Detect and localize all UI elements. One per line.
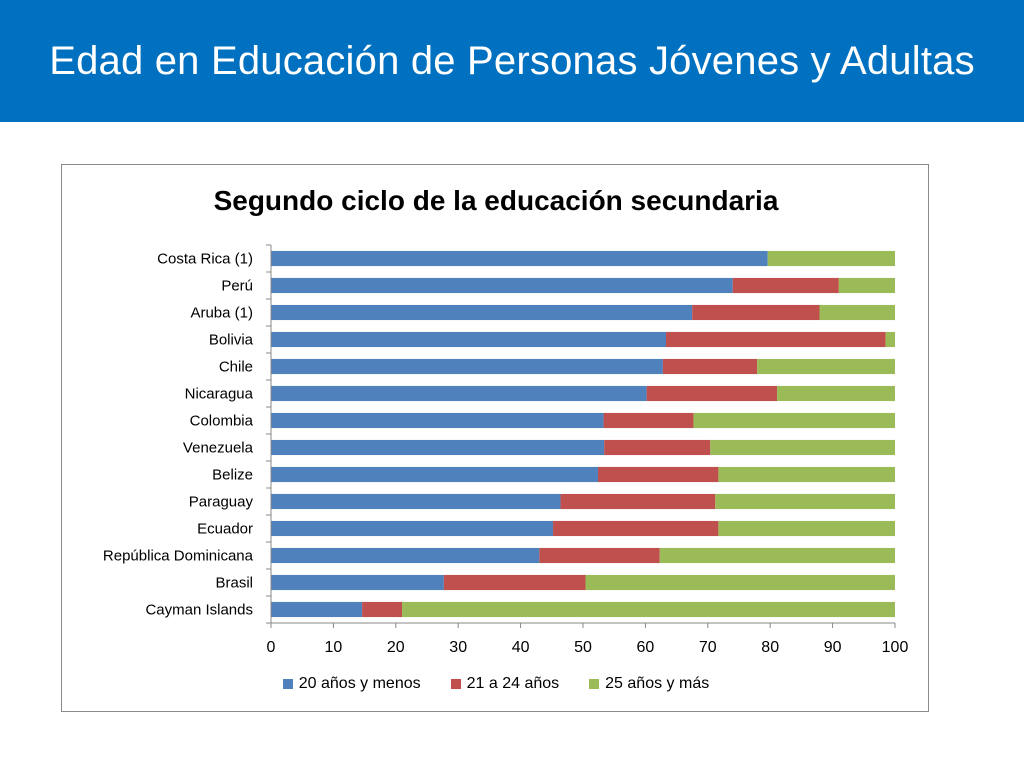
bar-segment-series-1 (271, 574, 444, 591)
bar-segment-series-1 (271, 385, 647, 402)
bar-segment-series-1 (271, 331, 666, 348)
category-label: Chile (219, 359, 253, 376)
bar-segment-series-2 (662, 358, 758, 375)
category-label: Venezuela (183, 440, 254, 457)
bar-segment-series-1 (271, 601, 363, 618)
chart-container: Segundo ciclo de la educación secundaria… (61, 164, 929, 712)
bar-segment-series-3 (718, 520, 895, 537)
bar-segment-series-2 (604, 439, 711, 456)
legend-item-series-3: 25 años y más (589, 675, 709, 693)
x-tick-label: 50 (574, 639, 592, 656)
bar-segment-series-3 (710, 439, 895, 456)
bar-segment-series-2 (603, 412, 694, 429)
category-label: Perú (221, 278, 253, 295)
legend-item-series-2: 21 a 24 años (450, 675, 560, 693)
x-tick-label: 80 (761, 639, 779, 656)
bar-segment-series-3 (693, 412, 895, 429)
category-label: Bolivia (209, 332, 254, 349)
category-label: Paraguay (189, 494, 254, 511)
bar-segment-series-1 (271, 520, 554, 537)
legend-item-series-1: 20 años y menos (282, 675, 421, 693)
bar-segment-series-3 (885, 331, 895, 348)
bar-segment-series-3 (819, 304, 895, 321)
x-tick-label: 0 (267, 639, 276, 656)
x-tick-label: 20 (387, 639, 405, 656)
legend-label-series-3: 25 años y más (605, 675, 710, 692)
bar-segment-series-3 (757, 358, 895, 375)
category-label: Nicaragua (185, 386, 254, 403)
bar-segment-series-3 (402, 601, 895, 618)
bar-segment-series-2 (553, 520, 719, 537)
bar-segment-series-2 (443, 574, 586, 591)
chart-legend: 20 años y menos 21 a 24 años 25 años y m… (62, 675, 930, 693)
bar-segment-series-1 (271, 358, 663, 375)
bar-segment-series-2 (560, 493, 716, 510)
bar-segment-series-3 (718, 466, 895, 483)
x-tick-label: 90 (824, 639, 842, 656)
bar-segment-series-3 (585, 574, 895, 591)
slide-title: Edad en Educación de Personas Jóvenes y … (49, 38, 975, 83)
bar-segment-series-2 (362, 601, 403, 618)
x-tick-label: 40 (512, 639, 530, 656)
bar-segment-series-1 (271, 277, 733, 294)
x-tick-label: 60 (637, 639, 655, 656)
bar-segment-series-3 (659, 547, 895, 564)
x-tick-label: 10 (325, 639, 343, 656)
bar-segment-series-1 (271, 250, 768, 267)
bar-segment-series-2 (732, 277, 839, 294)
category-label: República Dominicana (103, 548, 254, 565)
category-label: Belize (212, 467, 253, 484)
legend-label-series-2: 21 a 24 años (466, 675, 560, 692)
bar-segment-series-1 (271, 412, 604, 429)
category-label: Colombia (190, 413, 254, 430)
bar-segment-series-2 (539, 547, 660, 564)
x-tick-label: 70 (699, 639, 717, 656)
slide-header: Edad en Educación de Personas Jóvenes y … (0, 0, 1024, 122)
bar-segment-series-2 (692, 304, 820, 321)
stacked-bar-chart: Costa Rica (1) Perú Aruba (1) Bolivia Chile N… (103, 244, 909, 656)
legend-label-series-1: 20 años y menos (298, 675, 421, 692)
legend-swatch-series-2 (450, 679, 461, 689)
bar-segment-series-3 (777, 385, 895, 402)
x-tick-label: 30 (449, 639, 467, 656)
bar-segment-series-1 (271, 439, 605, 456)
bar-segment-series-1 (271, 466, 598, 483)
bar-segment-series-1 (271, 493, 561, 510)
legend-swatch-series-1 (282, 679, 293, 689)
bar-segment-series-3 (767, 250, 895, 267)
bar-segment-series-3 (838, 277, 895, 294)
chart-title: Segundo ciclo de la educación secundaria (213, 185, 779, 216)
bar-segment-series-1 (271, 547, 540, 564)
legend-swatch-series-3 (589, 679, 600, 689)
bar-segment-series-2 (665, 331, 886, 348)
category-label: Ecuador (197, 521, 253, 538)
bar-segment-series-2 (646, 385, 778, 402)
category-label: Cayman Islands (145, 602, 253, 619)
bar-segment-series-1 (271, 304, 693, 321)
category-label: Costa Rica (1) (157, 251, 253, 268)
x-tick-label: 100 (882, 639, 909, 656)
category-label: Aruba (1) (190, 305, 253, 322)
bar-segment-series-3 (715, 493, 895, 510)
bar-segment-series-2 (597, 466, 719, 483)
category-label: Brasil (215, 575, 253, 592)
